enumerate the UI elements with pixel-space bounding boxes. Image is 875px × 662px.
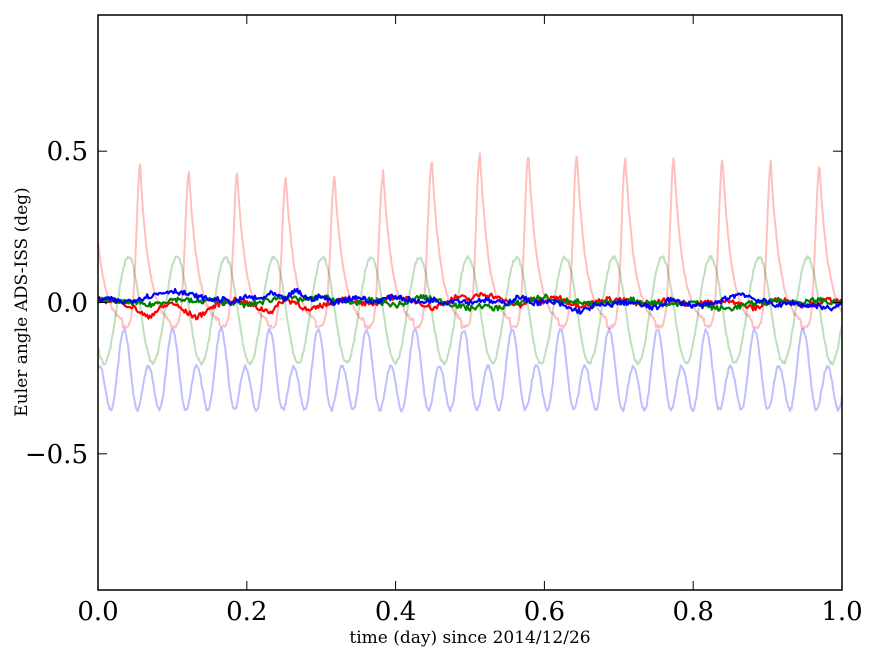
x-tick-label: 0.0 bbox=[77, 597, 118, 627]
tick-layer: 0.0 0.2 0.4 0.6 0.8 1.0 0.5 0.0 −0.5 bbox=[25, 15, 863, 627]
x-tick-label: 1.0 bbox=[821, 597, 862, 627]
x-axis-label: time (day) since 2014/12/26 bbox=[349, 628, 590, 648]
x-tick-label: 0.6 bbox=[524, 597, 565, 627]
series-line-2 bbox=[97, 255, 843, 366]
series-line-1 bbox=[97, 152, 843, 330]
y-axis-label: Euler angle ADS-ISS (deg) bbox=[12, 187, 32, 416]
y-tick-label: 0.0 bbox=[47, 289, 88, 319]
y-tick-label: 0.5 bbox=[47, 137, 88, 167]
series-line-3 bbox=[97, 327, 843, 413]
x-tick-label: 0.8 bbox=[673, 597, 714, 627]
series-line-6 bbox=[97, 287, 843, 315]
series-layer bbox=[97, 152, 843, 413]
y-tick-label: −0.5 bbox=[25, 440, 88, 470]
x-tick-label: 0.2 bbox=[226, 597, 267, 627]
x-tick-label: 0.4 bbox=[375, 597, 416, 627]
